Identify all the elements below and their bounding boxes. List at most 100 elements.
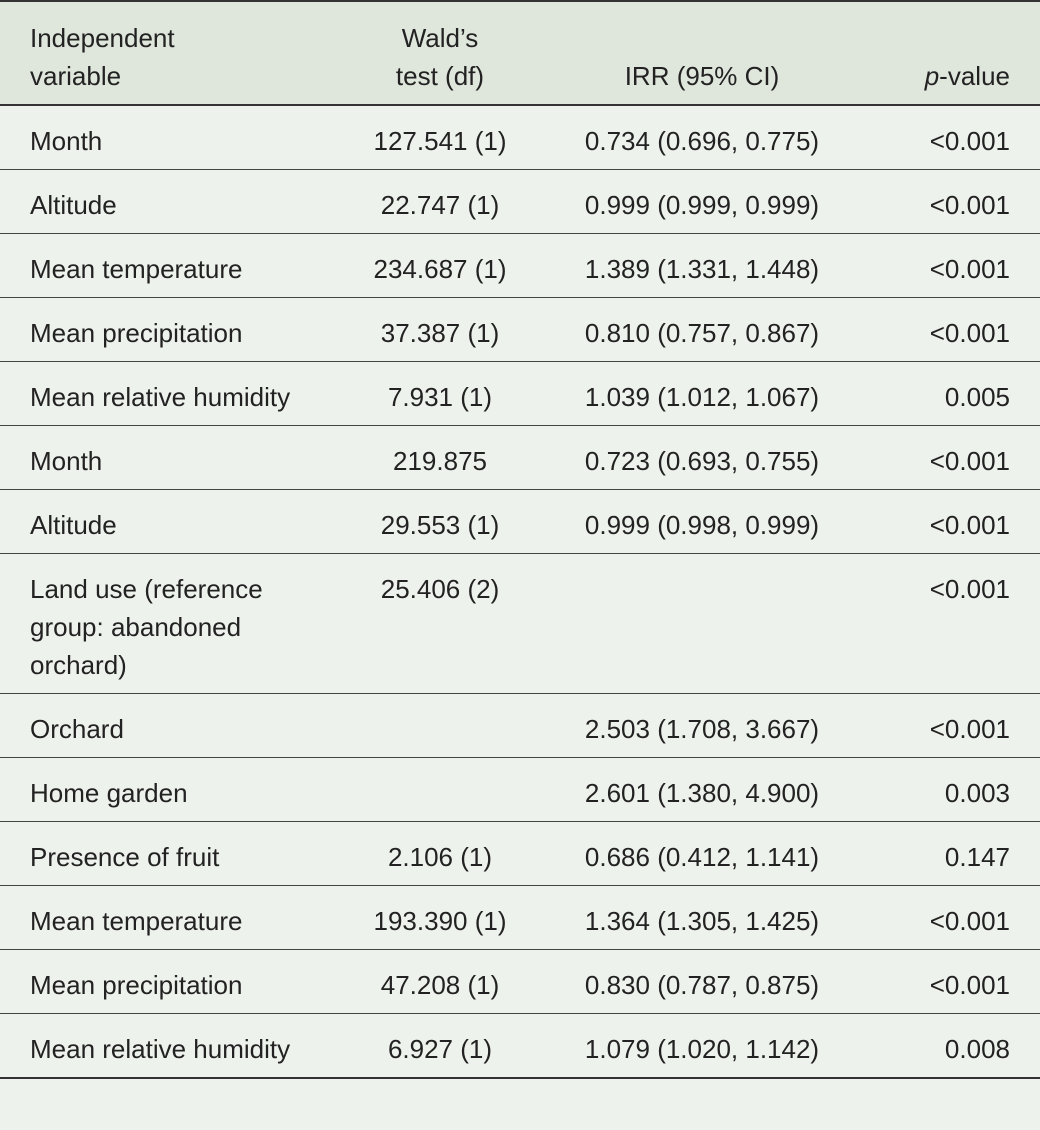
cell-text: <0.001 <box>929 318 1010 348</box>
table-cell: Mean temperature <box>0 234 330 298</box>
table-row: Mean relative humidity 7.931 (1) 1.039 (1.… <box>0 362 1040 426</box>
table-cell: 1.389 (1.331, 1.448) <box>550 234 854 298</box>
table-cell: 2.601 (1.380, 4.900) <box>550 758 854 822</box>
cell-text: 25.406 (2) <box>380 574 500 604</box>
table-cell: Mean relative humidity <box>0 362 330 426</box>
table-cell: <0.001 <box>854 694 1040 758</box>
cell-text: <0.001 <box>929 906 1010 936</box>
table-body: Month 127.541 (1) 0.734 (0.696, 0.775) <0.0… <box>0 105 1040 1078</box>
cell-text: 7.931 (1) <box>387 382 493 412</box>
cell-text: Altitude <box>30 190 117 220</box>
table-cell: 2.106 (1) <box>330 822 550 886</box>
table-row: Month 127.541 (1) 0.734 (0.696, 0.775) <0.0… <box>0 105 1040 170</box>
table-row: Altitude 22.747 (1) 0.999 (0.999, 0.999) <0… <box>0 170 1040 234</box>
table-cell: 0.003 <box>854 758 1040 822</box>
table-row: Orchard 2.503 (1.708, 3.667) <0.001 <box>0 694 1040 758</box>
table-cell: Home garden <box>0 758 330 822</box>
cell-text: 0.005 <box>944 382 1010 412</box>
cell-text: Month <box>30 446 103 476</box>
table-cell: Presence of fruit <box>0 822 330 886</box>
header-row: Independent variable Wald’s test (df) IR… <box>0 1 1040 105</box>
table-cell: Altitude <box>0 490 330 554</box>
table-cell: 127.541 (1) <box>330 105 550 170</box>
cell-text: Mean temperature <box>30 906 243 936</box>
cell-text: <0.001 <box>929 446 1010 476</box>
cell-text: 0.147 <box>944 842 1010 872</box>
table-row: Month 219.875 0.723 (0.693, 0.755) <0.001 <box>0 426 1040 490</box>
header-cell: Independent variable <box>0 1 330 105</box>
cell-text: 29.553 (1) <box>380 510 500 540</box>
header-text: -value <box>939 61 1010 91</box>
table-cell: 0.999 (0.999, 0.999) <box>550 170 854 234</box>
cell-text: 219.875 <box>393 446 487 476</box>
table-cell: 193.390 (1) <box>330 886 550 950</box>
cell-text: 37.387 (1) <box>380 318 500 348</box>
cell-text: Land use (reference group: abandoned orc… <box>30 574 263 680</box>
table-cell: <0.001 <box>854 426 1040 490</box>
table-cell: Altitude <box>0 170 330 234</box>
table-cell: 47.208 (1) <box>330 950 550 1014</box>
table-row: Mean temperature 234.687 (1) 1.389 (1.331,… <box>0 234 1040 298</box>
table-cell <box>330 758 550 822</box>
table-cell: 0.723 (0.693, 0.755) <box>550 426 854 490</box>
cell-text: 47.208 (1) <box>380 970 500 1000</box>
table-cell: Land use (reference group: abandoned orc… <box>0 554 330 694</box>
table-row: Home garden 2.601 (1.380, 4.900) 0.003 <box>0 758 1040 822</box>
table-row: Land use (reference group: abandoned orc… <box>0 554 1040 694</box>
table-cell: 219.875 <box>330 426 550 490</box>
cell-text: 0.008 <box>944 1034 1010 1064</box>
table-cell: Month <box>0 426 330 490</box>
table-cell: <0.001 <box>854 950 1040 1014</box>
table-cell: <0.001 <box>854 170 1040 234</box>
cell-text: <0.001 <box>929 714 1010 744</box>
cell-text: Month <box>30 126 103 156</box>
table-cell: 0.147 <box>854 822 1040 886</box>
results-table: Independent variable Wald’s test (df) IR… <box>0 0 1040 1079</box>
table-cell: 0.005 <box>854 362 1040 426</box>
table-cell <box>330 694 550 758</box>
header-cell: IRR (95% CI) <box>550 1 854 105</box>
cell-text: 0.830 (0.787, 0.875) <box>584 970 820 1000</box>
table-cell: Mean temperature <box>0 886 330 950</box>
cell-text: 234.687 (1) <box>373 254 507 284</box>
cell-text: 0.003 <box>944 778 1010 808</box>
cell-text: Mean relative humidity <box>30 1034 291 1064</box>
cell-text: <0.001 <box>929 254 1010 284</box>
table-cell: Mean relative humidity <box>0 1014 330 1079</box>
cell-text: Mean precipitation <box>30 318 243 348</box>
table-row: Mean temperature 193.390 (1) 1.364 (1.305,… <box>0 886 1040 950</box>
cell-text: 6.927 (1) <box>387 1034 493 1064</box>
cell-text: <0.001 <box>929 970 1010 1000</box>
table-row: Presence of fruit 2.106 (1) 0.686 (0.412, … <box>0 822 1040 886</box>
table-cell: Month <box>0 105 330 170</box>
table-cell: 2.503 (1.708, 3.667) <box>550 694 854 758</box>
table-cell: 1.364 (1.305, 1.425) <box>550 886 854 950</box>
table-cell <box>550 554 854 694</box>
table-cell: 0.830 (0.787, 0.875) <box>550 950 854 1014</box>
table-cell: 0.008 <box>854 1014 1040 1079</box>
table-cell: <0.001 <box>854 105 1040 170</box>
table-cell: 1.039 (1.012, 1.067) <box>550 362 854 426</box>
table-cell: 234.687 (1) <box>330 234 550 298</box>
cell-text: 2.601 (1.380, 4.900) <box>584 778 820 808</box>
cell-text: 127.541 (1) <box>373 126 507 156</box>
cell-text: 1.039 (1.012, 1.067) <box>584 382 820 412</box>
table-cell: 7.931 (1) <box>330 362 550 426</box>
cell-text: 2.503 (1.708, 3.667) <box>584 714 820 744</box>
header-text: Independent variable <box>30 23 175 91</box>
table-cell: 0.999 (0.998, 0.999) <box>550 490 854 554</box>
table-cell: 0.686 (0.412, 1.141) <box>550 822 854 886</box>
cell-text: 0.810 (0.757, 0.867) <box>584 318 820 348</box>
cell-text: Mean relative humidity <box>30 382 291 412</box>
table-cell: 29.553 (1) <box>330 490 550 554</box>
table-cell: Orchard <box>0 694 330 758</box>
header-text: p <box>924 61 940 91</box>
cell-text: Mean temperature <box>30 254 243 284</box>
cell-text: 0.999 (0.998, 0.999) <box>584 510 820 540</box>
cell-text: 2.106 (1) <box>387 842 493 872</box>
cell-text: 0.734 (0.696, 0.775) <box>584 126 820 156</box>
cell-text: 0.723 (0.693, 0.755) <box>584 446 820 476</box>
header-text: IRR (95% CI) <box>624 61 780 91</box>
table-cell: 0.810 (0.757, 0.867) <box>550 298 854 362</box>
